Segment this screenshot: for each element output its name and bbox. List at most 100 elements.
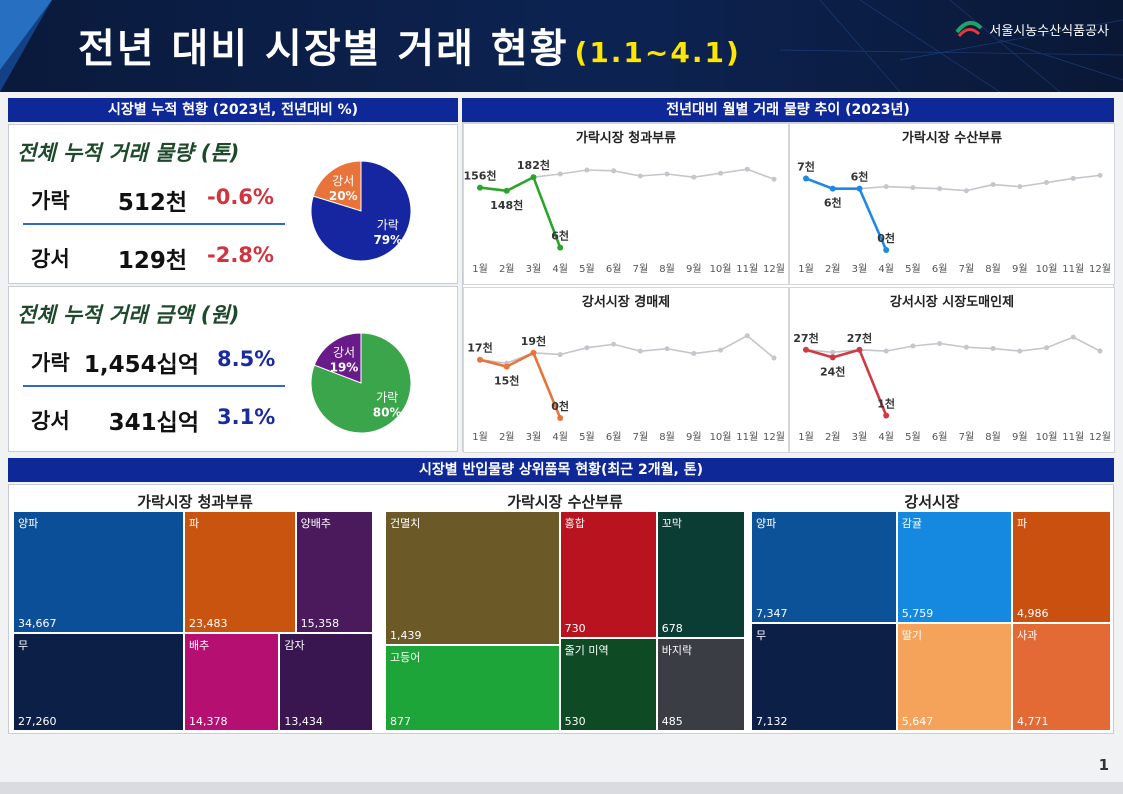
chart-title: 강서시장 경매제 [581,295,671,310]
x-tick-label: 5월 [579,431,595,443]
current-year-line [479,351,562,419]
data-label: 17천 [467,341,492,355]
current-year-point [530,349,537,356]
data-label: 6천 [851,170,869,184]
x-tick-label: 2월 [499,431,515,443]
treemap-cell: 무 7,132 [751,623,897,731]
x-tick-label: 7월 [633,431,649,443]
treemap-cell-name: 무 [756,629,767,643]
left-panel-title: 시장별 누적 현황 (2023년, 전년대비 %) [8,98,458,122]
prev-year-point [664,171,670,177]
data-label: 1천 [877,396,895,410]
data-label: 27천 [793,331,818,345]
treemap-cell-name: 감귤 [901,517,923,530]
data-label: 148천 [490,198,523,212]
current-year-line [805,177,888,251]
x-tick-label: 8월 [985,263,1001,275]
prev-year-point [664,346,670,352]
pie-slice-pct: 80% [373,406,402,420]
treemap-cell: 무 27,260 [13,633,184,731]
volume-garak-value: 512천 [117,190,187,216]
monthly-trend-panel: 가락시장 청과부류 156천 148천 182천 6천 1월 2월 3월 4월 5월 6월 7월 8월… [462,122,1115,453]
prev-year-point [1070,175,1076,181]
volume-gangseo-value: 129천 [117,248,187,274]
x-tick-label: 10월 [710,431,732,443]
page-title: 전년 대비 시장별 거래 현황 (1.1~4.1) [78,26,741,72]
x-tick-label: 4월 [878,431,894,443]
x-tick-label: 2월 [825,263,841,275]
treemap-cell-value: 23,483 [189,617,228,631]
treemap-cell-name: 딸기 [901,629,923,643]
prev-year-point [637,348,643,354]
data-label: 19천 [521,334,546,348]
x-tick-label: 9월 [1012,263,1028,275]
prev-year-line [479,168,775,192]
line-chart: 7천 6천 6천 0천 1월 2월 3월 4월 5월 6월 7월 8월 9월 10월 11월 12월 [797,159,1111,275]
treemap-cell-name: 배추 [189,639,210,653]
x-tick-label: 11월 [736,431,758,443]
prev-year-point [557,352,563,358]
treemap-cell: 홍합 730 [559,511,657,638]
x-tick-label: 1월 [472,263,488,275]
current-year-point [803,346,809,353]
chart-title: 가락시장 수산부류 [901,131,1003,146]
treemap-cell-name: 양배추 [300,517,331,530]
network-background-graphic [0,0,1123,92]
treemap-cell: 바지락 485 [656,637,745,731]
prev-year-point [718,347,724,353]
x-tick-label: 10월 [1036,431,1058,443]
treemap-cell: 줄기 미역 530 [559,637,657,731]
treemap-title-gangseo: 강서시장 [904,493,960,511]
x-tick-label: 7월 [633,263,649,275]
treemap-cell-name: 사과 [1017,629,1038,643]
data-label: 6천 [551,229,569,243]
current-year-point [883,247,890,253]
pie-slice [310,332,412,434]
amount-garak-value: 1,454십억 [83,352,199,378]
treemap-cell-name: 건멸치 [390,517,421,530]
x-tick-label: 7월 [959,263,975,275]
treemap-cell-value: 7,347 [756,607,788,621]
x-tick-label: 8월 [659,431,675,443]
current-year-point [829,354,836,361]
prev-year-point [990,346,996,352]
treemap-cell-value: 4,771 [1017,714,1049,728]
date-range: (1.1~4.1) [574,36,741,69]
prev-year-point [910,185,916,191]
x-tick-label: 3월 [852,263,868,275]
current-year-line [479,175,562,249]
x-tick-label: 7월 [959,431,975,443]
pie-slice [313,332,362,384]
current-year-point [856,185,863,192]
x-tick-label: 5월 [579,263,595,275]
x-tick-label: 3월 [852,431,868,443]
x-tick-label: 4월 [552,263,568,275]
prev-year-point [937,340,943,346]
prev-year-point [771,355,777,361]
pie-slice-pct: 20% [329,189,358,203]
prev-year-point [937,186,943,192]
prev-year-point [557,171,563,177]
x-tick-label: 8월 [659,263,675,275]
x-tick-label: 4월 [878,263,894,275]
amount-garak-name: 가락 [31,351,70,375]
treemap-cell-value: 877 [390,714,411,728]
trend-chart-gangseo-wholesaler: 강서시장 시장도매인제 27천 24천 27천 1천 1월 2월 3월 4월 5월 6월 7월 8월 9… [789,287,1115,453]
prev-year-point [611,168,617,174]
treemap-cell-name: 양파 [18,517,39,530]
treemap-cell-value: 14,378 [189,714,228,728]
current-year-point [829,185,836,192]
amount-summary-box: 전체 누적 거래 금액 (원) 가락 1,454십억 8.5% 강서 341십억… [8,286,458,452]
treemap-cell: 사과 4,771 [1012,623,1111,731]
data-label: 0천 [551,399,569,413]
data-label: 156천 [464,169,497,183]
x-tick-label: 9월 [686,263,702,275]
bottom-panel-title: 시장별 반입물량 상위품목 현황(최근 2개월, 톤) [8,458,1114,482]
prev-year-point [1097,172,1103,178]
page-number: 1 [1098,756,1109,774]
x-tick-label: 3월 [526,431,542,443]
treemap-cell-value: 27,260 [18,714,57,728]
treemap-cell: 꼬막 678 [656,511,745,638]
x-tick-label: 3월 [526,263,542,275]
